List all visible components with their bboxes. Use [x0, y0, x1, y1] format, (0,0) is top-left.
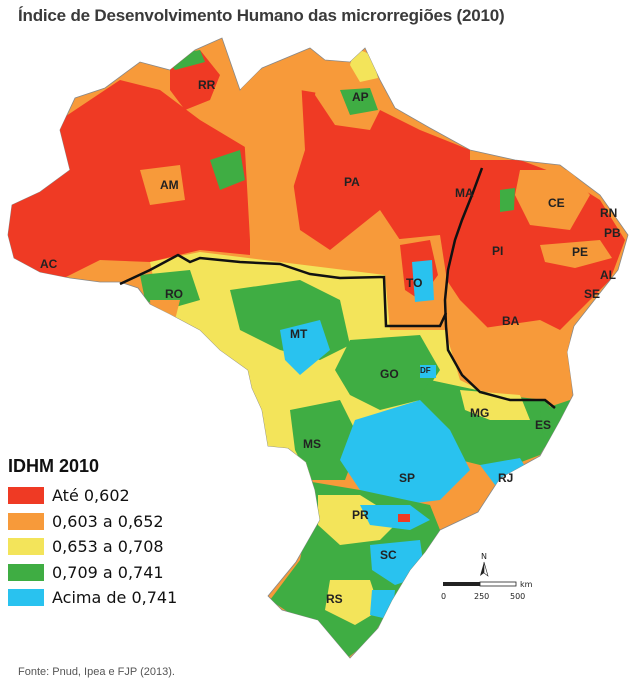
state-label-ap: AP: [352, 90, 369, 104]
state-label-es: ES: [535, 418, 552, 432]
legend-label: 0,709 a 0,741: [52, 562, 164, 582]
source-note: Fonte: Pnud, Ipea e FJP (2013).: [18, 666, 175, 678]
region-ba-orange: [470, 320, 572, 405]
region-am-green: [210, 150, 245, 190]
legend-swatch: [8, 538, 44, 556]
state-label-se: SE: [584, 287, 601, 301]
region-sp-blue: [340, 400, 470, 505]
state-label-ce: CE: [548, 196, 565, 210]
state-label-pi: PI: [492, 244, 504, 258]
boundary-line-west: [119, 253, 448, 328]
state-label-rn: RN: [600, 206, 618, 220]
state-label-ba: BA: [502, 314, 520, 328]
legend-item: Acima de 0,741: [8, 585, 177, 611]
region-rs-yellow: [325, 580, 380, 625]
legend-item: Até 0,602: [8, 483, 177, 509]
legend-item: 0,709 a 0,741: [8, 560, 177, 586]
state-label-to: TO: [406, 276, 423, 290]
state-label-ro: RO: [165, 287, 183, 301]
region-pa-orange-west: [240, 60, 305, 240]
scale-unit: km: [520, 580, 533, 589]
region-north-red: [8, 80, 250, 280]
region-ma-green: [500, 188, 515, 212]
state-label-rs: RS: [326, 592, 343, 606]
state-label-sc: SC: [380, 548, 397, 562]
region-mt-blue: [280, 320, 330, 375]
region-mg-yellow: [460, 390, 530, 420]
scale-tick: 0: [441, 592, 447, 601]
legend-swatch: [8, 563, 44, 581]
state-label-rr: RR: [198, 78, 216, 92]
legend-swatch: [8, 589, 44, 607]
legend-title: IDHM 2010: [8, 456, 100, 476]
legend-swatch: [8, 512, 44, 530]
state-label-df: DF: [420, 366, 431, 375]
region-pe-orange: [540, 240, 612, 268]
north-label: N: [481, 552, 487, 561]
state-label-al: AL: [600, 268, 616, 282]
legend: IDHM 2010 Até 0,602 0,603 a 0,652 0,653 …: [8, 456, 177, 611]
legend-item: 0,653 a 0,708: [8, 534, 177, 560]
region-am-orange: [140, 165, 185, 205]
legend-label: Acima de 0,741: [52, 588, 178, 608]
state-label-ma: MA: [455, 186, 474, 200]
north-arrow-icon: [443, 561, 517, 587]
state-label-am: AM: [160, 178, 179, 192]
state-label-rj: RJ: [498, 471, 514, 485]
state-label-pb: PB: [604, 226, 621, 240]
region-go-green: [335, 335, 440, 410]
region-ap-green: [340, 88, 378, 115]
legend-swatch: [8, 487, 44, 505]
state-label-pr: PR: [352, 508, 369, 522]
state-label-pa: PA: [344, 175, 360, 189]
region-to-blue: [412, 260, 434, 302]
state-label-ms: MS: [303, 437, 321, 451]
state-label-mg: MG: [470, 406, 490, 420]
map-title: Índice de Desenvolvimento Humano das mic…: [18, 6, 505, 25]
region-df-blue: [420, 365, 436, 378]
scale-tick: 250: [474, 592, 490, 601]
region-para-red: [290, 90, 470, 255]
legend-label: 0,653 a 0,708: [52, 537, 164, 557]
region-pr-red: [398, 514, 410, 522]
state-label-go: GO: [380, 367, 399, 381]
scale-tick: 500: [510, 592, 526, 601]
region-rs-blue: [370, 590, 395, 620]
state-label-sp: SP: [399, 471, 416, 485]
state-label-pe: PE: [572, 245, 589, 259]
idhm-regions: [8, 48, 625, 658]
region-pr-blue: [360, 505, 430, 530]
legend-label: Até 0,602: [52, 486, 130, 506]
boundary-line-east: [443, 167, 556, 409]
legend-label: 0,603 a 0,652: [52, 511, 164, 531]
region-ce-orange: [515, 170, 590, 230]
scale-bar: N km 0 250 500: [440, 552, 540, 604]
state-label-mt: MT: [290, 327, 308, 341]
state-label-ac: AC: [40, 257, 58, 271]
legend-item: 0,603 a 0,652: [8, 509, 177, 535]
